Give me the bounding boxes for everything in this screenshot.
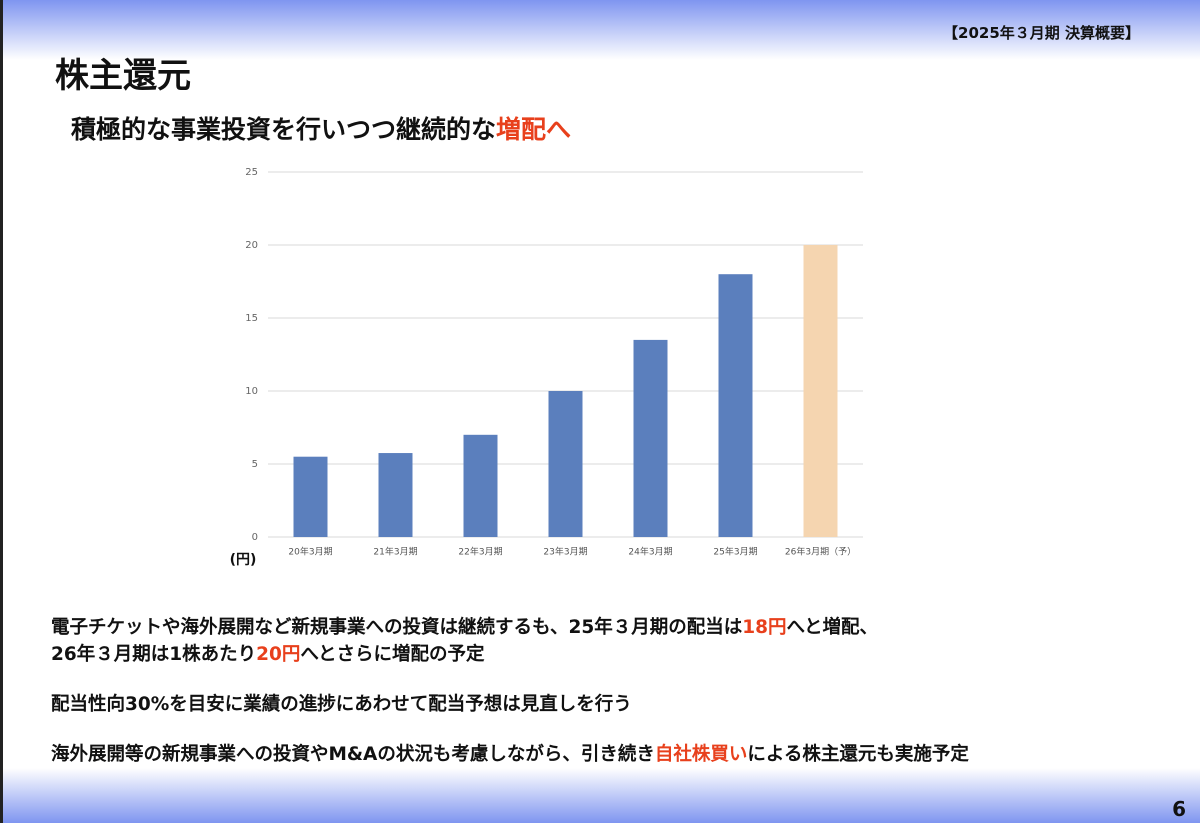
x-tick-label: 25年3月期: [713, 546, 757, 558]
paragraph: 電子チケットや海外展開など新規事業への投資は継続するも、25年３月期の配当は18…: [51, 614, 969, 668]
text-segment: 配当性向30%を目安に業績の進捗にあわせて配当予想は見直しを行う: [51, 694, 632, 715]
x-tick-label: 26年3月期（予）: [785, 546, 856, 558]
x-tick-label: 21年3月期: [373, 546, 417, 558]
x-tick-label: 22年3月期: [458, 546, 502, 558]
footer-band: [3, 768, 1200, 823]
text-line: 電子チケットや海外展開など新規事業への投資は継続するも、25年３月期の配当は18…: [51, 614, 969, 641]
text-segment: による株主還元も実施予定: [747, 744, 969, 765]
text-segment: へと増配、: [786, 617, 879, 638]
bar: [803, 245, 838, 537]
text-line: 26年３月期は1株あたり20円へとさらに増配の予定: [51, 641, 969, 668]
paragraph: 海外展開等の新規事業への投資やM&Aの状況も考慮しながら、引き続き自社株買いによ…: [51, 741, 969, 768]
text-segment: 自社株買い: [654, 744, 748, 765]
y-unit: (円): [230, 552, 257, 568]
text-segment: 20円: [256, 644, 301, 665]
text-segment: 積極的な事業投資を行いつつ継続的な: [71, 115, 497, 144]
bar: [463, 434, 498, 537]
bar: [378, 453, 413, 537]
period-label: 【2025年３月期 決算概要】: [943, 24, 1140, 42]
text-line: 海外展開等の新規事業への投資やM&Aの状況も考慮しながら、引き続き自社株買いによ…: [51, 741, 969, 768]
text-segment: 海外展開等の新規事業への投資やM&Aの状況も考慮しながら、引き続き: [51, 744, 655, 765]
text-segment: 増配へ: [496, 115, 572, 144]
paragraph: 配当性向30%を目安に業績の進捗にあわせて配当予想は見直しを行う: [51, 691, 969, 718]
y-tick-label: 15: [245, 313, 258, 324]
text-segment: 電子チケットや海外展開など新規事業への投資は継続するも、25年３月期の配当は: [51, 617, 743, 638]
x-tick-label: 24年3月期: [628, 546, 672, 558]
bar: [718, 274, 753, 537]
page-number: 6: [1172, 797, 1186, 821]
text-segment: 18円: [742, 617, 787, 638]
subtitle: 積極的な事業投資を行いつつ継続的な増配へ: [71, 110, 571, 146]
bar: [548, 391, 583, 537]
bar: [293, 456, 328, 537]
y-tick-label: 0: [252, 532, 258, 543]
y-tick-label: 5: [252, 459, 258, 470]
y-tick-label: 10: [245, 386, 258, 397]
chart: 0 5 10 15 20 25 (円) 20年3月期 21年3月期 22年3月期 23年3月期 24年…: [230, 167, 863, 568]
y-tick-label: 20: [245, 240, 258, 251]
text-line: 配当性向30%を目安に業績の進捗にあわせて配当予想は見直しを行う: [51, 691, 969, 718]
text-segment: へとさらに増配の予定: [300, 644, 485, 665]
body-text: 電子チケットや海外展開など新規事業への投資は継続するも、25年３月期の配当は18…: [51, 614, 969, 791]
header-band: [3, 0, 1200, 60]
x-tick-label: 23年3月期: [543, 546, 587, 558]
slide-title: 株主還元: [55, 56, 191, 96]
bar: [633, 339, 668, 537]
text-segment: 26年３月期は1株あたり: [51, 644, 257, 665]
y-tick-label: 25: [245, 167, 258, 178]
x-tick-label: 20年3月期: [288, 546, 332, 558]
